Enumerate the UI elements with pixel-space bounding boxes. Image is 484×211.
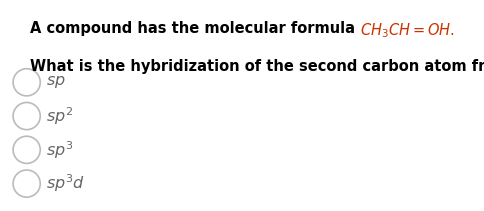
Text: $\mathit{sp}$: $\mathit{sp}$: [46, 74, 66, 90]
Text: $\mathit{CH_3CH = OH}.$: $\mathit{CH_3CH = OH}.$: [359, 21, 454, 40]
Text: $\mathit{sp}^3$: $\mathit{sp}^3$: [46, 139, 73, 161]
Text: A compound has the molecular formula: A compound has the molecular formula: [30, 21, 359, 36]
Text: $\mathit{sp}^2$: $\mathit{sp}^2$: [46, 105, 73, 127]
Text: $\mathit{sp}^3\mathit{d}$: $\mathit{sp}^3\mathit{d}$: [46, 173, 85, 194]
Text: What is the hybridization of the second carbon atom from the left?: What is the hybridization of the second …: [30, 59, 484, 74]
